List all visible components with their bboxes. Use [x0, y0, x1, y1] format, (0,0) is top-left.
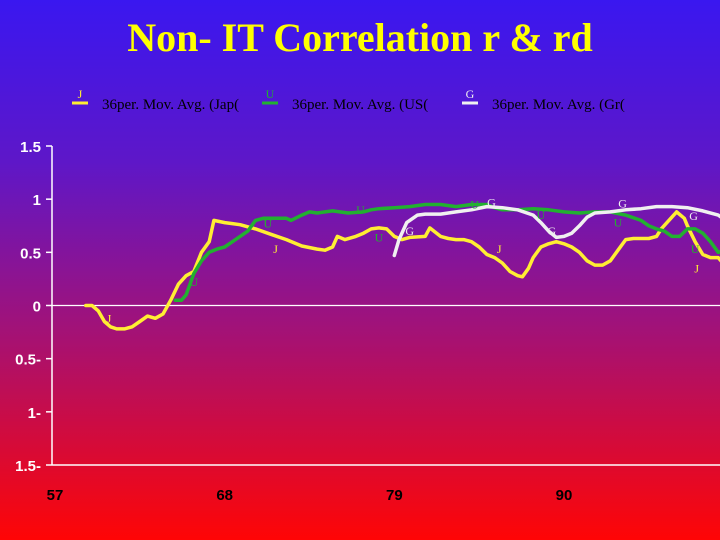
legend-marker-label: G: [466, 87, 475, 101]
x-tick-label: 90: [556, 487, 573, 504]
x-tick-label: 57: [47, 487, 64, 504]
axes: 1.5 1 0.5 0 0.5- 1- 1.5- 57 68 79 90: [15, 139, 720, 504]
point-marker-label: G: [689, 209, 698, 223]
legend-marker-label: U: [266, 87, 275, 101]
y-tick-label: 0.5-: [15, 352, 41, 369]
x-tick-label: 79: [386, 487, 403, 504]
point-marker-label: G: [405, 224, 414, 238]
y-tick-label: 0.5: [20, 245, 41, 262]
point-marker-label: U: [189, 275, 198, 289]
point-marker-label: G: [487, 195, 496, 209]
series-line-3: [392, 204, 720, 258]
y-tick-label: 0: [33, 299, 41, 316]
series-line-2: [173, 202, 720, 302]
point-marker-label: G: [547, 224, 556, 238]
y-tick-label: 1: [33, 192, 41, 209]
series-line-1: [84, 210, 720, 331]
point-marker-label: U: [614, 216, 623, 230]
y-tick-label: 1-: [28, 405, 41, 422]
chart-title: Non- IT Correlation r & rd: [127, 15, 593, 60]
point-marker-label: J: [694, 261, 699, 275]
legend-entry-label: 36per. Mov. Avg. (US(: [292, 97, 428, 113]
point-marker-label: J: [497, 242, 502, 256]
point-marker-label: G: [618, 196, 627, 210]
point-marker-label: U: [375, 230, 384, 244]
legend-marker-label: J: [78, 87, 83, 101]
point-marker-label: U: [537, 208, 546, 222]
point-marker-label: J: [107, 311, 112, 325]
legend-entry-label: 36per. Mov. Avg. (Jap(: [102, 97, 239, 113]
y-tick-label: 1.5-: [15, 458, 41, 475]
x-tick-label: 68: [216, 487, 233, 504]
y-tick-label: 1.5: [20, 139, 41, 156]
legend-entry-label: 36per. Mov. Avg. (Gr(: [492, 97, 625, 113]
point-marker-label: U: [264, 217, 273, 231]
series-lines: [84, 202, 720, 331]
legend: J 36per. Mov. Avg. (Jap( U 36per. Mov. Avg.…: [72, 87, 625, 113]
point-marker-label: U: [470, 197, 479, 211]
point-marker-label: J: [273, 242, 278, 256]
point-marker-label: U: [691, 242, 700, 256]
point-marker-label: U: [356, 203, 365, 217]
